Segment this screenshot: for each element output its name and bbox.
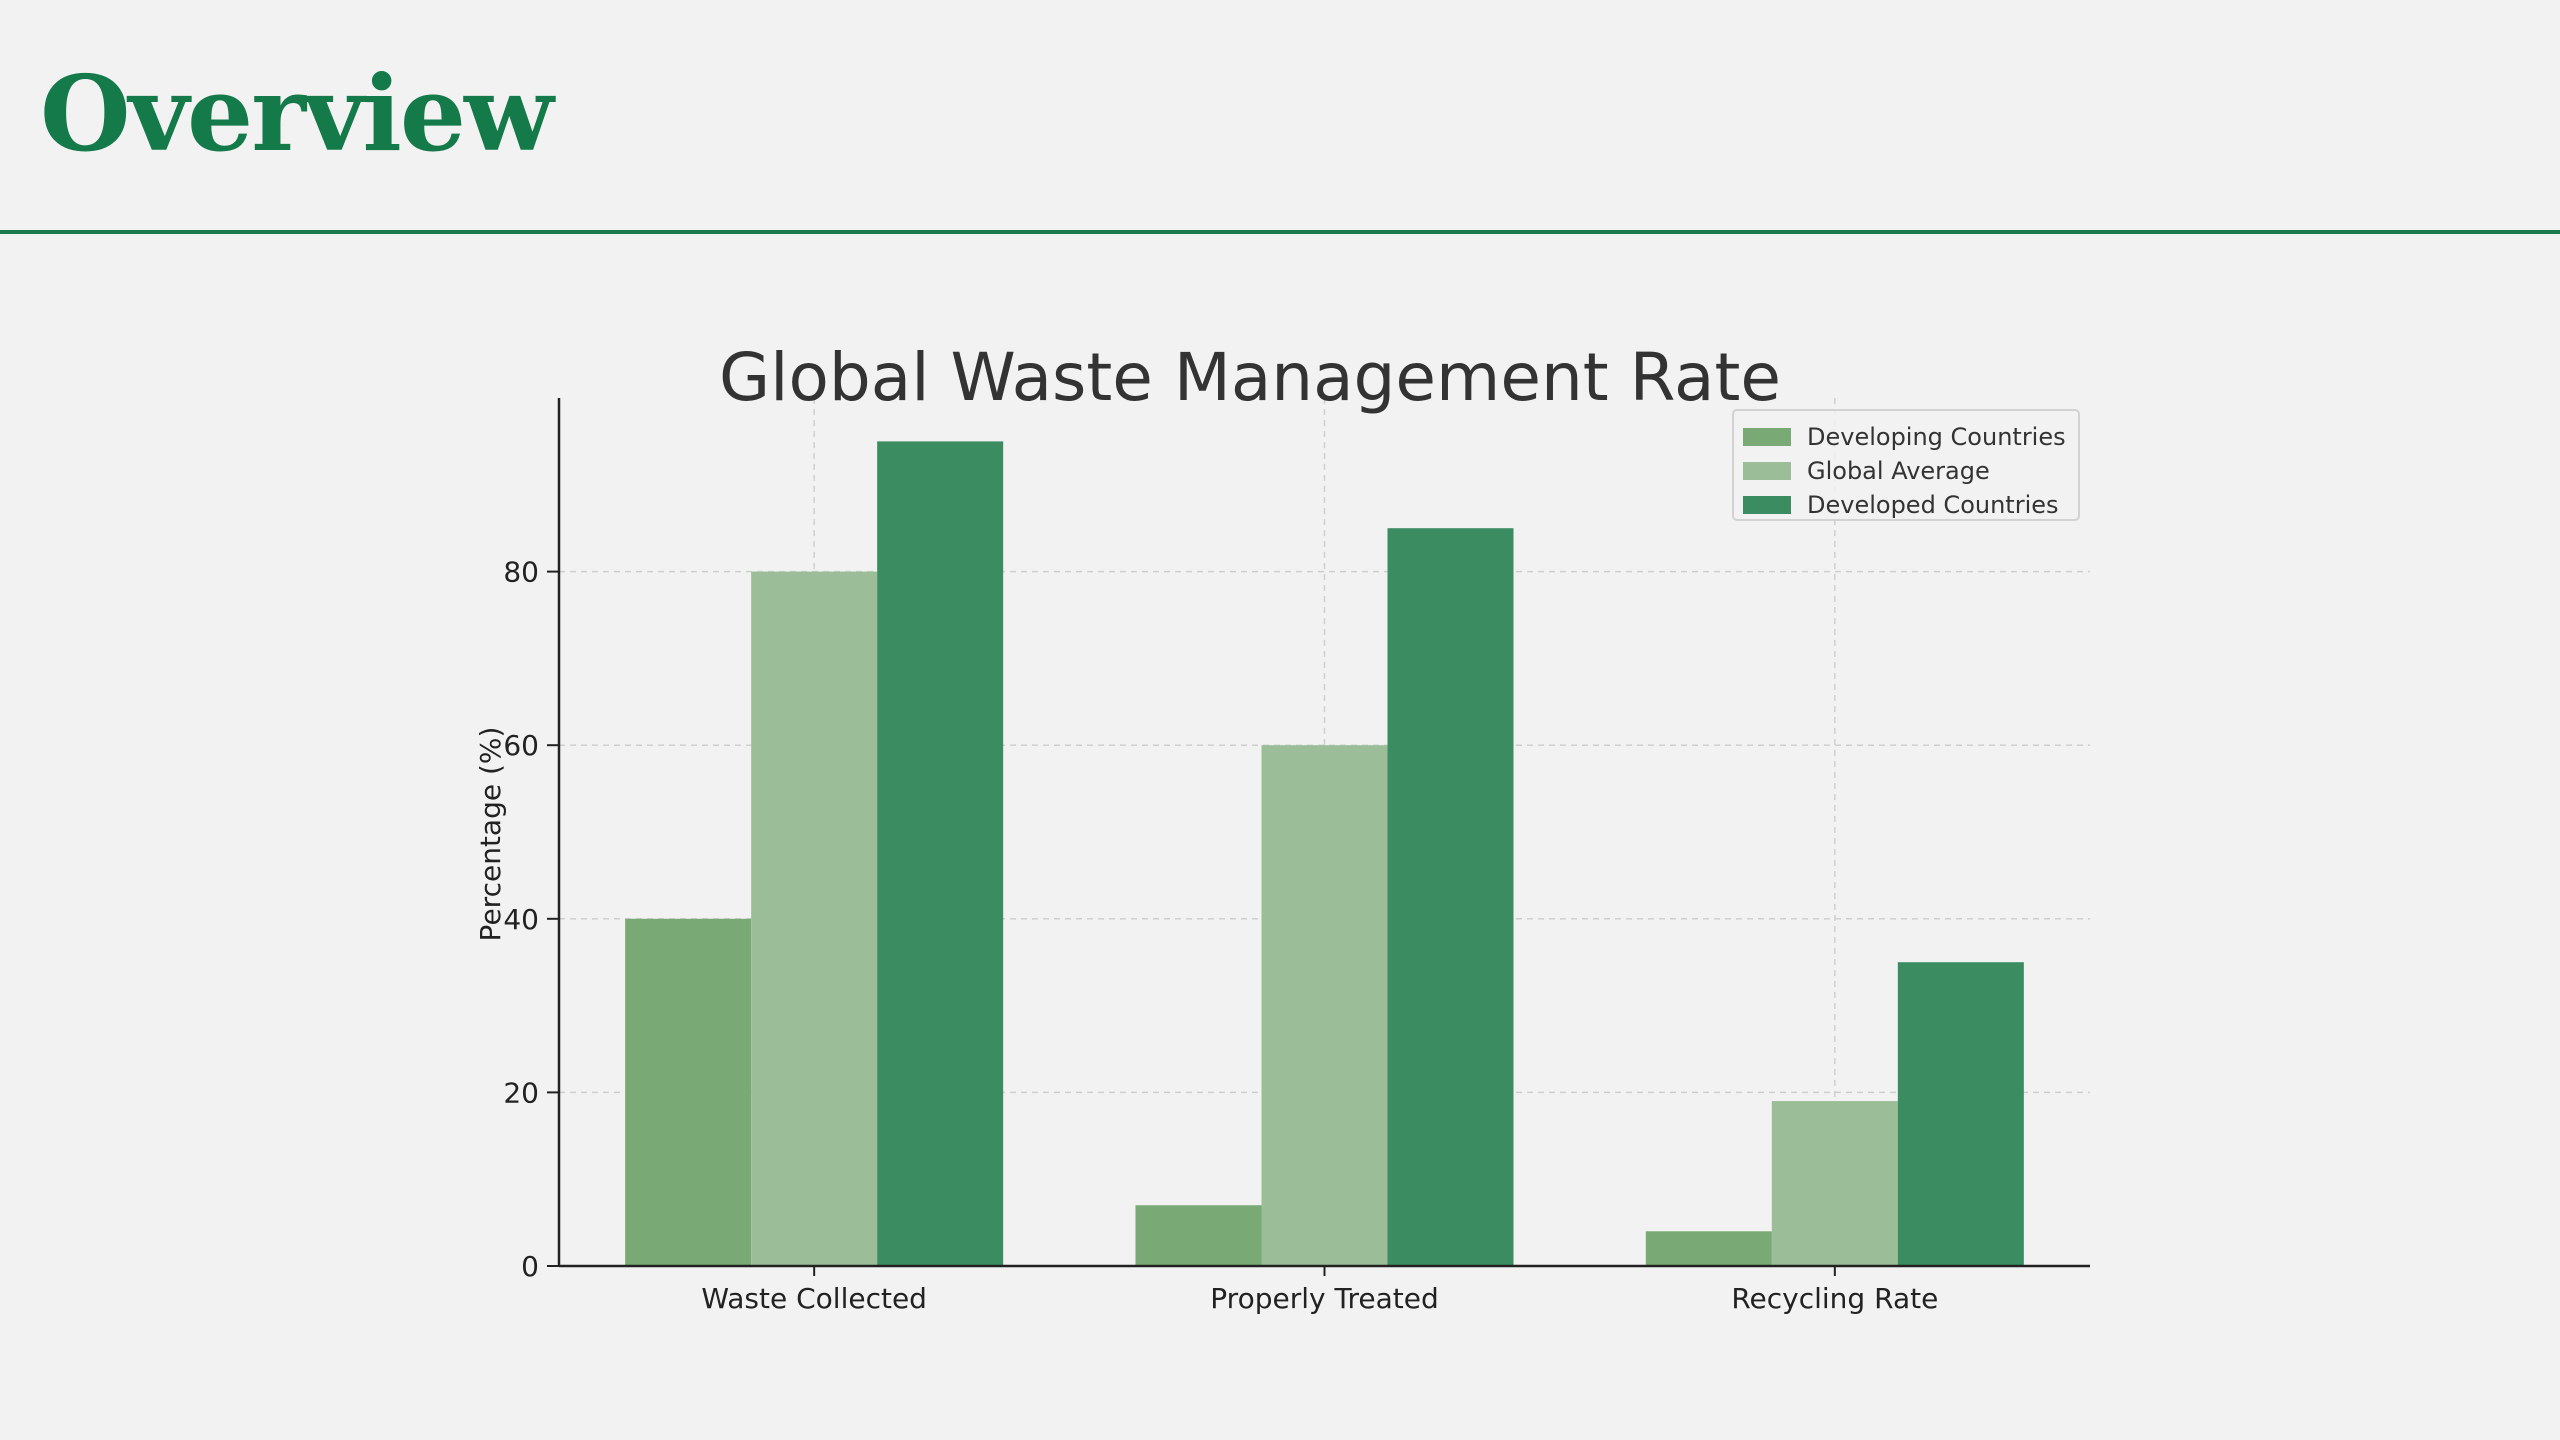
legend-swatch xyxy=(1743,428,1791,446)
legend: Developing Countries Global Average Develo… xyxy=(1732,409,2080,521)
bar xyxy=(1387,528,1514,1266)
legend-label: Developing Countries xyxy=(1807,423,2066,451)
y-tick-label: 0 xyxy=(521,1250,539,1283)
y-tick-label: 20 xyxy=(503,1076,539,1109)
bar xyxy=(877,441,1004,1266)
legend-swatch xyxy=(1743,462,1791,480)
y-tick-label: 60 xyxy=(503,729,539,762)
bar xyxy=(1771,1101,1898,1266)
slide-header: Overview xyxy=(0,0,2560,234)
legend-box xyxy=(1732,409,2080,521)
legend-label: Global Average xyxy=(1807,457,1990,485)
bar xyxy=(751,571,878,1266)
y-tick-label: 40 xyxy=(503,903,539,936)
legend-swatch xyxy=(1743,496,1791,514)
bar xyxy=(1135,1205,1262,1266)
x-tick-label: Recycling Rate xyxy=(1731,1282,1938,1315)
legend-label: Developed Countries xyxy=(1807,491,2059,519)
bar xyxy=(1897,962,2024,1266)
page-title: Overview xyxy=(40,52,554,175)
chart-title: Global Waste Management Rate xyxy=(719,339,1781,416)
header-divider xyxy=(0,230,2560,234)
x-tick-label: Properly Treated xyxy=(1210,1282,1438,1315)
y-tick-label: 80 xyxy=(503,556,539,589)
bar xyxy=(1645,1231,1772,1266)
bars xyxy=(625,441,2024,1266)
axes: 0 20 40 60 80 Waste Collected Properly Treated… xyxy=(503,398,2090,1315)
x-tick-label: Waste Collected xyxy=(701,1282,927,1315)
bar xyxy=(1261,745,1388,1266)
y-axis-label: Percentage (%) xyxy=(474,727,507,942)
bar xyxy=(625,918,752,1266)
